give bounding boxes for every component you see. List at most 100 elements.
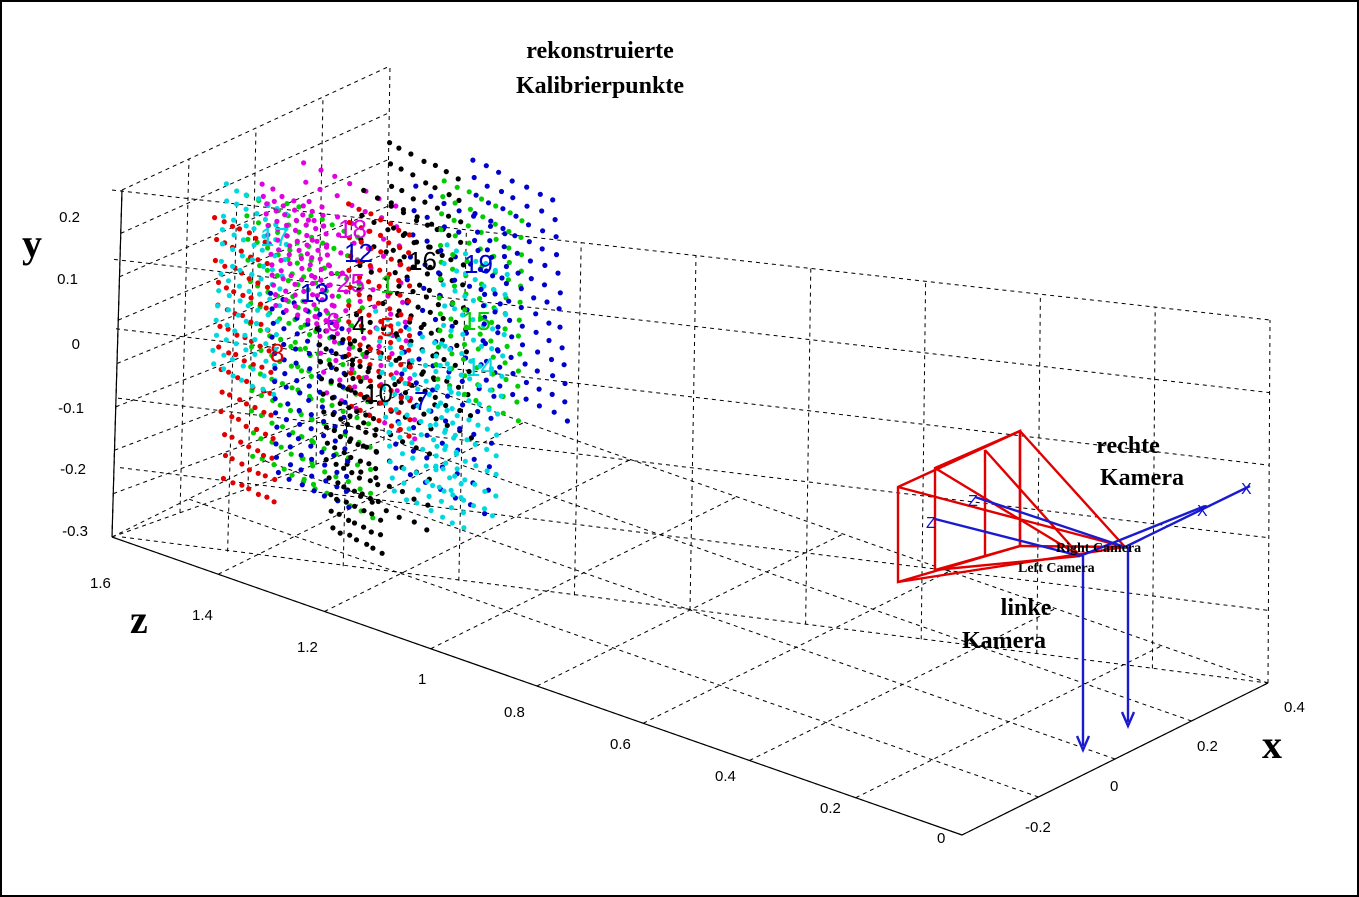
calibration-point <box>460 331 466 337</box>
calibration-point <box>536 386 542 392</box>
calibration-point <box>510 195 516 201</box>
calibration-point <box>418 418 424 425</box>
calibration-point <box>477 331 483 337</box>
calibration-point <box>462 293 468 299</box>
calibration-point <box>296 407 302 414</box>
calibration-point <box>450 252 456 258</box>
calibration-point <box>454 466 460 472</box>
calibration-point <box>261 409 267 415</box>
calibration-point <box>501 331 507 338</box>
calibration-point <box>437 276 444 282</box>
calibration-point <box>421 158 427 164</box>
calibration-point <box>274 273 280 279</box>
calibration-point <box>406 266 412 272</box>
calibration-point <box>368 246 374 252</box>
calibration-point <box>441 200 447 207</box>
calibration-point <box>434 205 440 211</box>
points-title-line2: Kalibrierpunkte <box>516 73 684 99</box>
calibration-point <box>269 420 275 426</box>
calibration-point <box>302 345 308 351</box>
calibration-point <box>348 436 354 442</box>
calibration-point <box>502 292 508 298</box>
calibration-point <box>243 401 250 407</box>
calibration-point <box>482 291 488 297</box>
calibration-point <box>357 363 363 369</box>
calibration-point <box>399 451 406 457</box>
calibration-point <box>248 408 255 414</box>
calibration-point <box>490 371 496 377</box>
calibration-point <box>396 277 402 284</box>
calibration-point <box>313 306 319 312</box>
calibration-point <box>544 299 550 305</box>
calibration-point <box>407 254 413 260</box>
calibration-point <box>240 237 247 243</box>
calibration-point <box>356 475 362 481</box>
calibration-point <box>387 345 393 351</box>
calibration-point <box>430 387 436 393</box>
calibration-point <box>347 532 353 538</box>
calibration-point <box>388 311 394 317</box>
calibration-point <box>403 497 410 503</box>
calibration-point <box>442 429 448 435</box>
calibration-point <box>226 350 232 356</box>
calibration-point <box>399 488 405 495</box>
calibration-point <box>489 319 495 325</box>
calibration-point <box>535 349 541 355</box>
calibration-point <box>354 408 360 414</box>
right-camera-small-label: Right Camera <box>1056 541 1141 556</box>
calibration-point <box>418 396 424 402</box>
calibration-point <box>293 346 299 352</box>
calibration-point <box>528 276 534 282</box>
calibration-point <box>396 421 402 427</box>
calibration-point <box>432 316 439 323</box>
calibration-point <box>338 416 344 422</box>
calibration-point <box>539 208 545 214</box>
camera-axes: X X Z Z <box>926 481 1252 754</box>
calibration-point <box>323 346 329 352</box>
frustum-edge-1 <box>897 485 1126 549</box>
calibration-point <box>318 350 324 356</box>
calibration-point <box>503 311 509 317</box>
calibration-point <box>366 279 372 285</box>
calibration-point <box>275 237 281 243</box>
calibration-point <box>428 507 434 514</box>
calibration-point <box>459 351 465 357</box>
calibration-point <box>273 454 280 460</box>
calibration-point <box>427 309 433 315</box>
calibration-point <box>328 270 334 277</box>
left-camera-small-label: Left Camera <box>1018 561 1095 576</box>
calibration-point <box>441 178 447 184</box>
calibration-point <box>213 317 219 323</box>
calibration-point <box>358 323 364 329</box>
calibration-point <box>356 279 362 285</box>
calibration-point <box>378 217 384 223</box>
calibration-point <box>249 257 255 263</box>
calibration-point <box>297 390 303 396</box>
calibration-point <box>462 307 468 313</box>
calibration-point <box>477 296 483 302</box>
calibration-point <box>389 351 395 357</box>
calibration-point <box>410 288 416 295</box>
calibration-point <box>361 524 367 530</box>
calibration-point <box>323 288 329 294</box>
calibration-point <box>506 245 512 251</box>
calibration-point <box>453 248 459 254</box>
calibration-point <box>485 200 492 206</box>
calibration-point <box>298 368 305 374</box>
calibration-point <box>347 341 353 347</box>
frustum-edge-3 <box>1019 430 1126 548</box>
calibration-point <box>400 439 406 445</box>
calibration-point <box>309 255 315 261</box>
calibration-point <box>352 384 358 390</box>
calibration-point <box>387 161 394 167</box>
calibration-point <box>495 348 501 354</box>
calibration-point <box>367 478 373 484</box>
calibration-point <box>356 374 362 380</box>
calibration-point <box>317 311 323 317</box>
calibration-point <box>472 211 478 217</box>
calibration-point <box>420 307 426 313</box>
calibration-point <box>363 374 369 380</box>
calibration-point <box>273 441 279 447</box>
calibration-point <box>334 469 340 475</box>
